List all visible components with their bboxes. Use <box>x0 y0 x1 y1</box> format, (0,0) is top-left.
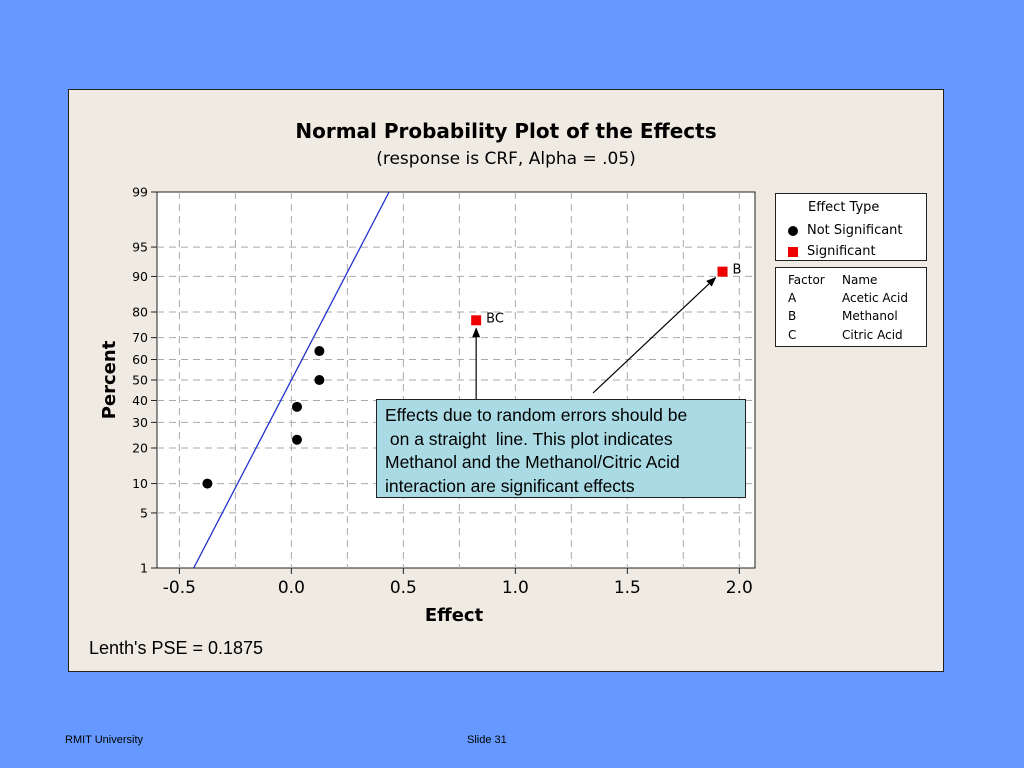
ticks: -0.5 0.0 0.5 1.0 1.5 2.0 1 5 10 20 30 40 50 60 70 80 90 9… <box>132 185 753 599</box>
data-point-not-significant <box>202 478 213 489</box>
legend-label: Not Significant <box>807 223 903 238</box>
points: BC B <box>202 263 741 489</box>
factor-code: C <box>788 328 797 342</box>
x-axis-label: Effect <box>425 605 484 626</box>
footer-slide-number: Slide 31 <box>467 734 507 746</box>
chart-title: Normal Probability Plot of the Effects <box>295 119 716 143</box>
legend-label: Significant <box>807 244 876 259</box>
factor-legend: Factor Name A Acetic Acid B Methanol C C… <box>775 267 927 347</box>
x-tick-label: 0.0 <box>278 578 305 598</box>
y-tick-label: 1 <box>140 561 148 576</box>
factor-code: B <box>788 309 797 323</box>
data-point-label: B <box>733 263 742 278</box>
lenth-pse-text: Lenth's PSE = 0.1875 <box>89 638 264 658</box>
legend-title: Effect Type <box>808 200 880 215</box>
y-tick-label: 80 <box>132 304 148 319</box>
y-tick-label: 90 <box>132 269 148 284</box>
y-tick-label: 95 <box>132 240 148 255</box>
legend-item-significant: Significant <box>788 244 876 259</box>
data-point-label: BC <box>486 311 504 326</box>
square-marker-icon <box>788 246 798 257</box>
annotation-arrows <box>472 276 717 399</box>
data-point-not-significant <box>291 434 302 445</box>
plot-panel: -0.5 0.0 0.5 1.0 1.5 2.0 1 5 10 20 30 40 50 60 70 80 90 9… <box>68 89 944 672</box>
y-tick-label: 20 <box>132 441 148 456</box>
y-tick-label: 60 <box>132 352 148 367</box>
data-point-not-significant <box>314 346 325 357</box>
x-tick-label: 1.5 <box>614 578 641 598</box>
y-tick-label: 70 <box>132 330 148 345</box>
y-tick-label: 10 <box>132 476 148 491</box>
y-axis-label: Percent <box>99 340 120 419</box>
data-point-significant <box>471 315 482 326</box>
factor-name: Methanol <box>842 309 898 323</box>
y-tick-label: 99 <box>132 185 148 200</box>
data-point-not-significant <box>314 375 325 385</box>
factor-name: Citric Acid <box>842 328 903 342</box>
chart: -0.5 0.0 0.5 1.0 1.5 2.0 1 5 10 20 30 40 50 60 70 80 90 9… <box>99 119 756 626</box>
factor-name: Acetic Acid <box>842 291 908 305</box>
x-tick-label: 0.5 <box>390 578 417 598</box>
y-tick-label: 40 <box>132 393 148 408</box>
reference-line <box>193 192 390 568</box>
factor-code: A <box>788 291 797 305</box>
annotation-box: Effects due to random errors should be o… <box>376 399 746 498</box>
reference-line-group <box>193 192 390 568</box>
footer-institution: RMIT University <box>65 734 144 746</box>
name-header: Name <box>842 273 878 287</box>
y-tick-label: 5 <box>140 505 148 520</box>
factor-header: Factor <box>788 273 825 287</box>
y-tick-label: 50 <box>132 373 148 388</box>
data-point-significant <box>717 266 728 277</box>
legend-item-not-significant: Not Significant <box>788 223 903 238</box>
y-tick-label: 30 <box>132 415 148 430</box>
x-tick-label: -0.5 <box>163 578 196 598</box>
chart-subtitle: (response is CRF, Alpha = .05) <box>376 149 636 169</box>
data-point-not-significant <box>291 401 302 412</box>
effect-type-legend: Effect Type Not Significant Significant <box>775 193 927 261</box>
x-tick-label: 2.0 <box>726 578 753 598</box>
arrow-to-b <box>592 276 717 394</box>
x-tick-label: 1.0 <box>502 578 529 598</box>
circle-marker-icon <box>788 225 798 236</box>
